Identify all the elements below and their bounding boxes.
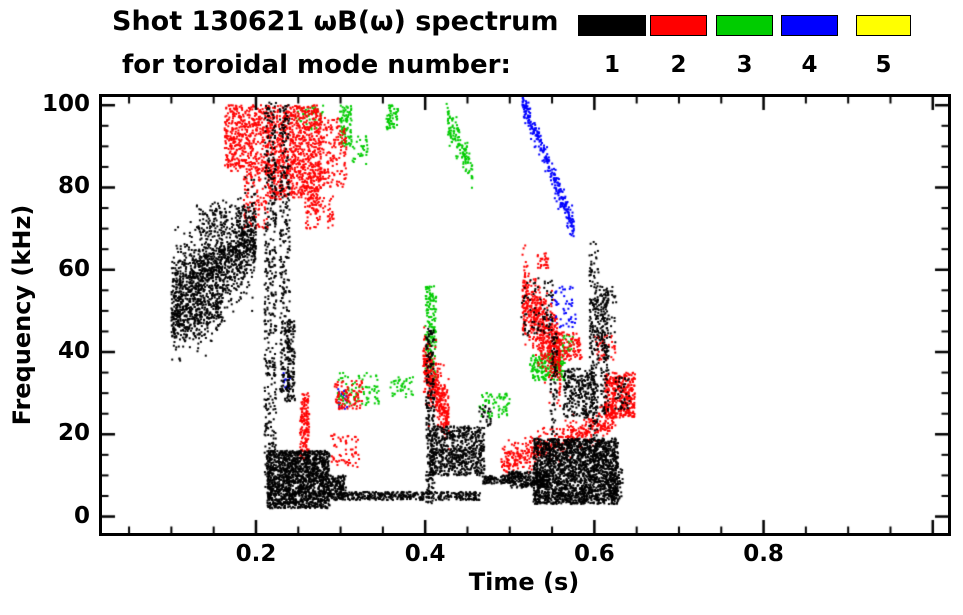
spectrogram-canvas [102,97,948,533]
legend-item-mode5: 5 [856,15,911,78]
plot-frame [99,94,951,536]
y-tick-label: 100 [41,91,90,118]
x-axis-label: Time (s) [468,568,580,596]
legend-label-mode5: 5 [875,52,892,78]
x-tick-label: 0.6 [573,541,615,567]
legend-item-mode2: 2 [650,15,707,78]
y-axis-label: Frequency (kHz) [8,204,36,426]
legend-item-mode4: 4 [781,15,838,78]
legend-label-mode3: 3 [736,52,753,78]
y-tick-label: 60 [57,255,90,282]
x-tick-label: 0.2 [235,541,277,567]
plot-title-line1: Shot 130621 ωB(ω) spectrum [112,6,559,37]
x-tick-label: 0.4 [404,541,446,567]
legend-swatch-mode1 [578,15,646,36]
legend-swatch-mode5 [856,15,911,36]
legend-label-mode1: 1 [603,52,620,78]
legend-item-mode1: 1 [578,15,646,78]
plot-title-line2: for toroidal mode number: [122,50,511,80]
y-tick-label: 40 [57,338,90,365]
y-tick-label: 80 [57,173,90,200]
y-tick-label: 20 [57,420,90,447]
legend-swatch-mode4 [781,15,838,36]
x-tick-label: 0.8 [743,541,784,567]
y-tick-label: 0 [73,502,90,529]
legend-label-mode4: 4 [801,52,818,78]
legend-swatch-mode2 [650,15,707,36]
legend-swatch-mode3 [716,15,773,36]
legend-label-mode2: 2 [670,52,687,78]
legend-item-mode3: 3 [716,15,773,78]
